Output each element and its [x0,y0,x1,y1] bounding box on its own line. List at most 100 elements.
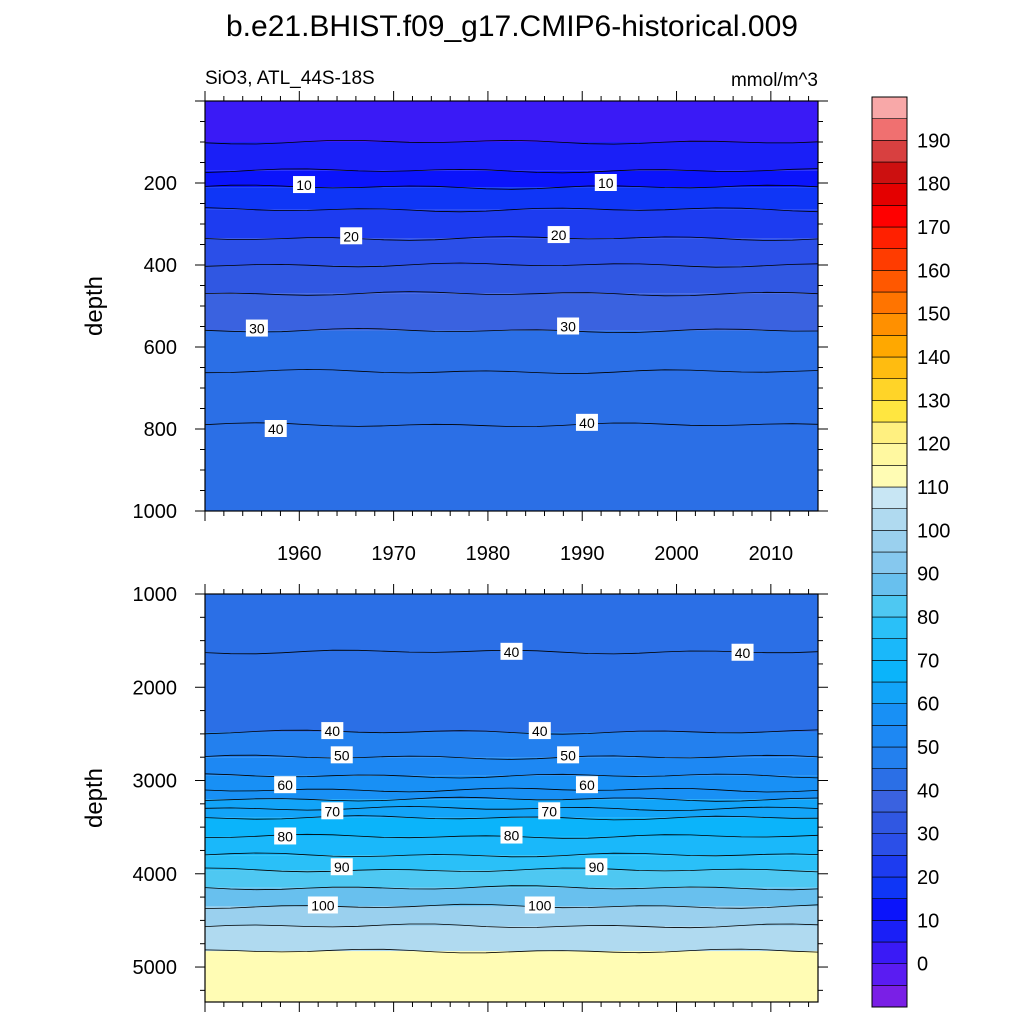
colorbar-swatch [871,876,908,899]
colorbar-tick-label: 0 [917,954,928,976]
colorbar-tick-label: 100 [917,520,950,542]
x-tick-label: 2010 [749,543,794,565]
plot-frame [204,593,819,1003]
contour-band [205,101,818,142]
svg-text:60: 60 [277,777,293,793]
colorbar-swatch [871,638,908,661]
colorbar-tick-label: 180 [917,174,950,196]
contour-label: 40 [575,413,598,431]
contour-line [204,139,819,145]
contour-label: 10 [594,174,617,191]
svg-text:20: 20 [551,227,567,243]
colorbar-swatch [871,96,908,119]
contour-line [204,291,819,297]
colorbar-tick-label: 60 [917,694,939,716]
contour-band [205,187,818,210]
svg-text:40: 40 [268,421,284,437]
contour-band [205,265,818,294]
colorbar-tick-label: 120 [917,434,950,456]
svg-text:50: 50 [334,747,350,763]
contour-label: 20 [547,226,570,244]
contour-label: 60 [575,776,598,794]
contour-label: 50 [330,746,353,764]
contour-band [205,925,818,952]
contour-line [204,805,819,812]
colorbar-tick-label: 90 [917,564,939,586]
svg-text:80: 80 [504,828,520,844]
colorbar-swatch [871,746,908,769]
colorbar-swatch [871,811,908,834]
colorbar-swatch [871,161,908,184]
svg-text:100: 100 [311,897,335,913]
svg-text:90: 90 [334,859,350,875]
contour-line [204,787,819,793]
colorbar-swatch [871,205,908,228]
colorbar-frame [871,96,908,1008]
svg-text:10: 10 [598,175,614,191]
y-tick-label: 2000 [133,677,178,699]
colorbar-tick-label: 150 [917,304,950,326]
colorbar-swatch [871,790,908,813]
y-tick-label: 400 [144,255,177,277]
y-axis-label: depth [81,768,108,828]
colorbar-tick-label: 10 [917,910,939,932]
colorbar-swatch [871,681,908,704]
colorbar-swatch [871,920,908,943]
colorbar-swatch [871,595,908,618]
contour-band [205,209,818,239]
y-tick-label: 800 [144,419,177,441]
y-tick-label: 3000 [133,771,178,793]
svg-text:70: 70 [325,803,341,819]
colorbar-swatch [871,833,908,856]
variable-region-label: SiO3, ATL_44S-18S [205,68,375,89]
contour-label: 40 [264,420,287,437]
colorbar-swatch [871,248,908,271]
colorbar-swatch [871,530,908,553]
svg-text:40: 40 [532,723,548,739]
y-tick-label: 1000 [133,584,178,606]
colorbar-swatch [871,941,908,964]
contour-label: 50 [557,746,580,764]
contour-line [204,262,819,268]
contour-band [205,757,818,776]
contour-label: 40 [731,643,754,661]
contour-line [204,207,819,213]
colorbar-swatch [871,443,908,466]
y-tick-label: 1000 [133,501,178,523]
colorbar-swatch [871,898,908,921]
colorbar-swatch [871,725,908,748]
y-tick-label: 5000 [133,957,178,979]
contour-label: 100 [524,896,555,914]
contour-band [205,855,818,871]
contour-label: 60 [274,776,297,794]
colorbar-tick-label: 30 [917,824,939,846]
contour-label: 10 [293,176,316,194]
x-tick-label: 1990 [560,543,605,565]
contour-label: 40 [321,722,344,740]
svg-text:10: 10 [296,177,312,193]
colorbar-tick-label: 40 [917,780,939,802]
contour-line [204,236,819,241]
contour-line [204,923,819,929]
svg-text:40: 40 [735,645,751,661]
figure-title: b.e21.BHIST.f09_g17.CMIP6-historical.009 [226,10,798,43]
contour-band [205,836,818,856]
svg-text:30: 30 [560,319,576,335]
contour-band [205,170,818,188]
colorbar-swatch [871,335,908,358]
colorbar-tick-label: 110 [917,477,949,499]
colorbar-swatch [871,703,908,726]
colorbar-swatch [871,226,908,249]
contour-label: 90 [585,858,608,876]
colorbar-swatch [871,508,908,531]
contour-label: 80 [500,826,523,844]
colorbar: 0 10 20 30 40 50 60 70 80 90 100 110 120 130 140 150 160… [871,96,950,1008]
contour-line [204,796,819,802]
contour-line [204,903,819,909]
contour-label: 40 [528,722,551,740]
colorbar-tick-label: 160 [917,260,950,282]
units-label: mmol/m^3 [731,70,818,91]
svg-text:40: 40 [504,644,520,660]
svg-text:30: 30 [249,321,265,337]
